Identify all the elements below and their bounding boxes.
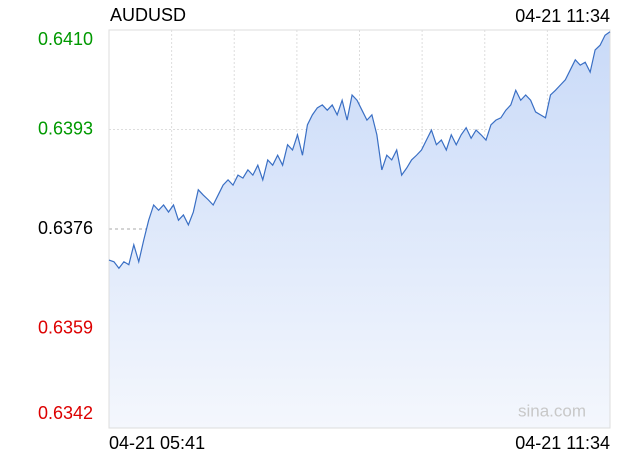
y-tick-label: 0.6359 — [38, 317, 93, 337]
price-line — [108, 31, 611, 270]
x-tick-label: 04-21 11:34 — [515, 433, 610, 453]
y-tick-label: 0.6393 — [38, 118, 93, 138]
plot-frame — [108, 29, 611, 429]
area-fill — [109, 31, 610, 428]
timestamp: 04-21 11:34 — [515, 6, 610, 26]
chart-title: AUDUSD — [110, 5, 186, 25]
y-tick-label: 0.6376 — [38, 218, 93, 238]
watermark: sina.com — [518, 401, 586, 420]
x-tick-label: 04-21 05:41 — [109, 433, 205, 453]
y-tick-label: 0.6342 — [38, 403, 93, 423]
y-tick-label: 0.6410 — [38, 29, 93, 49]
